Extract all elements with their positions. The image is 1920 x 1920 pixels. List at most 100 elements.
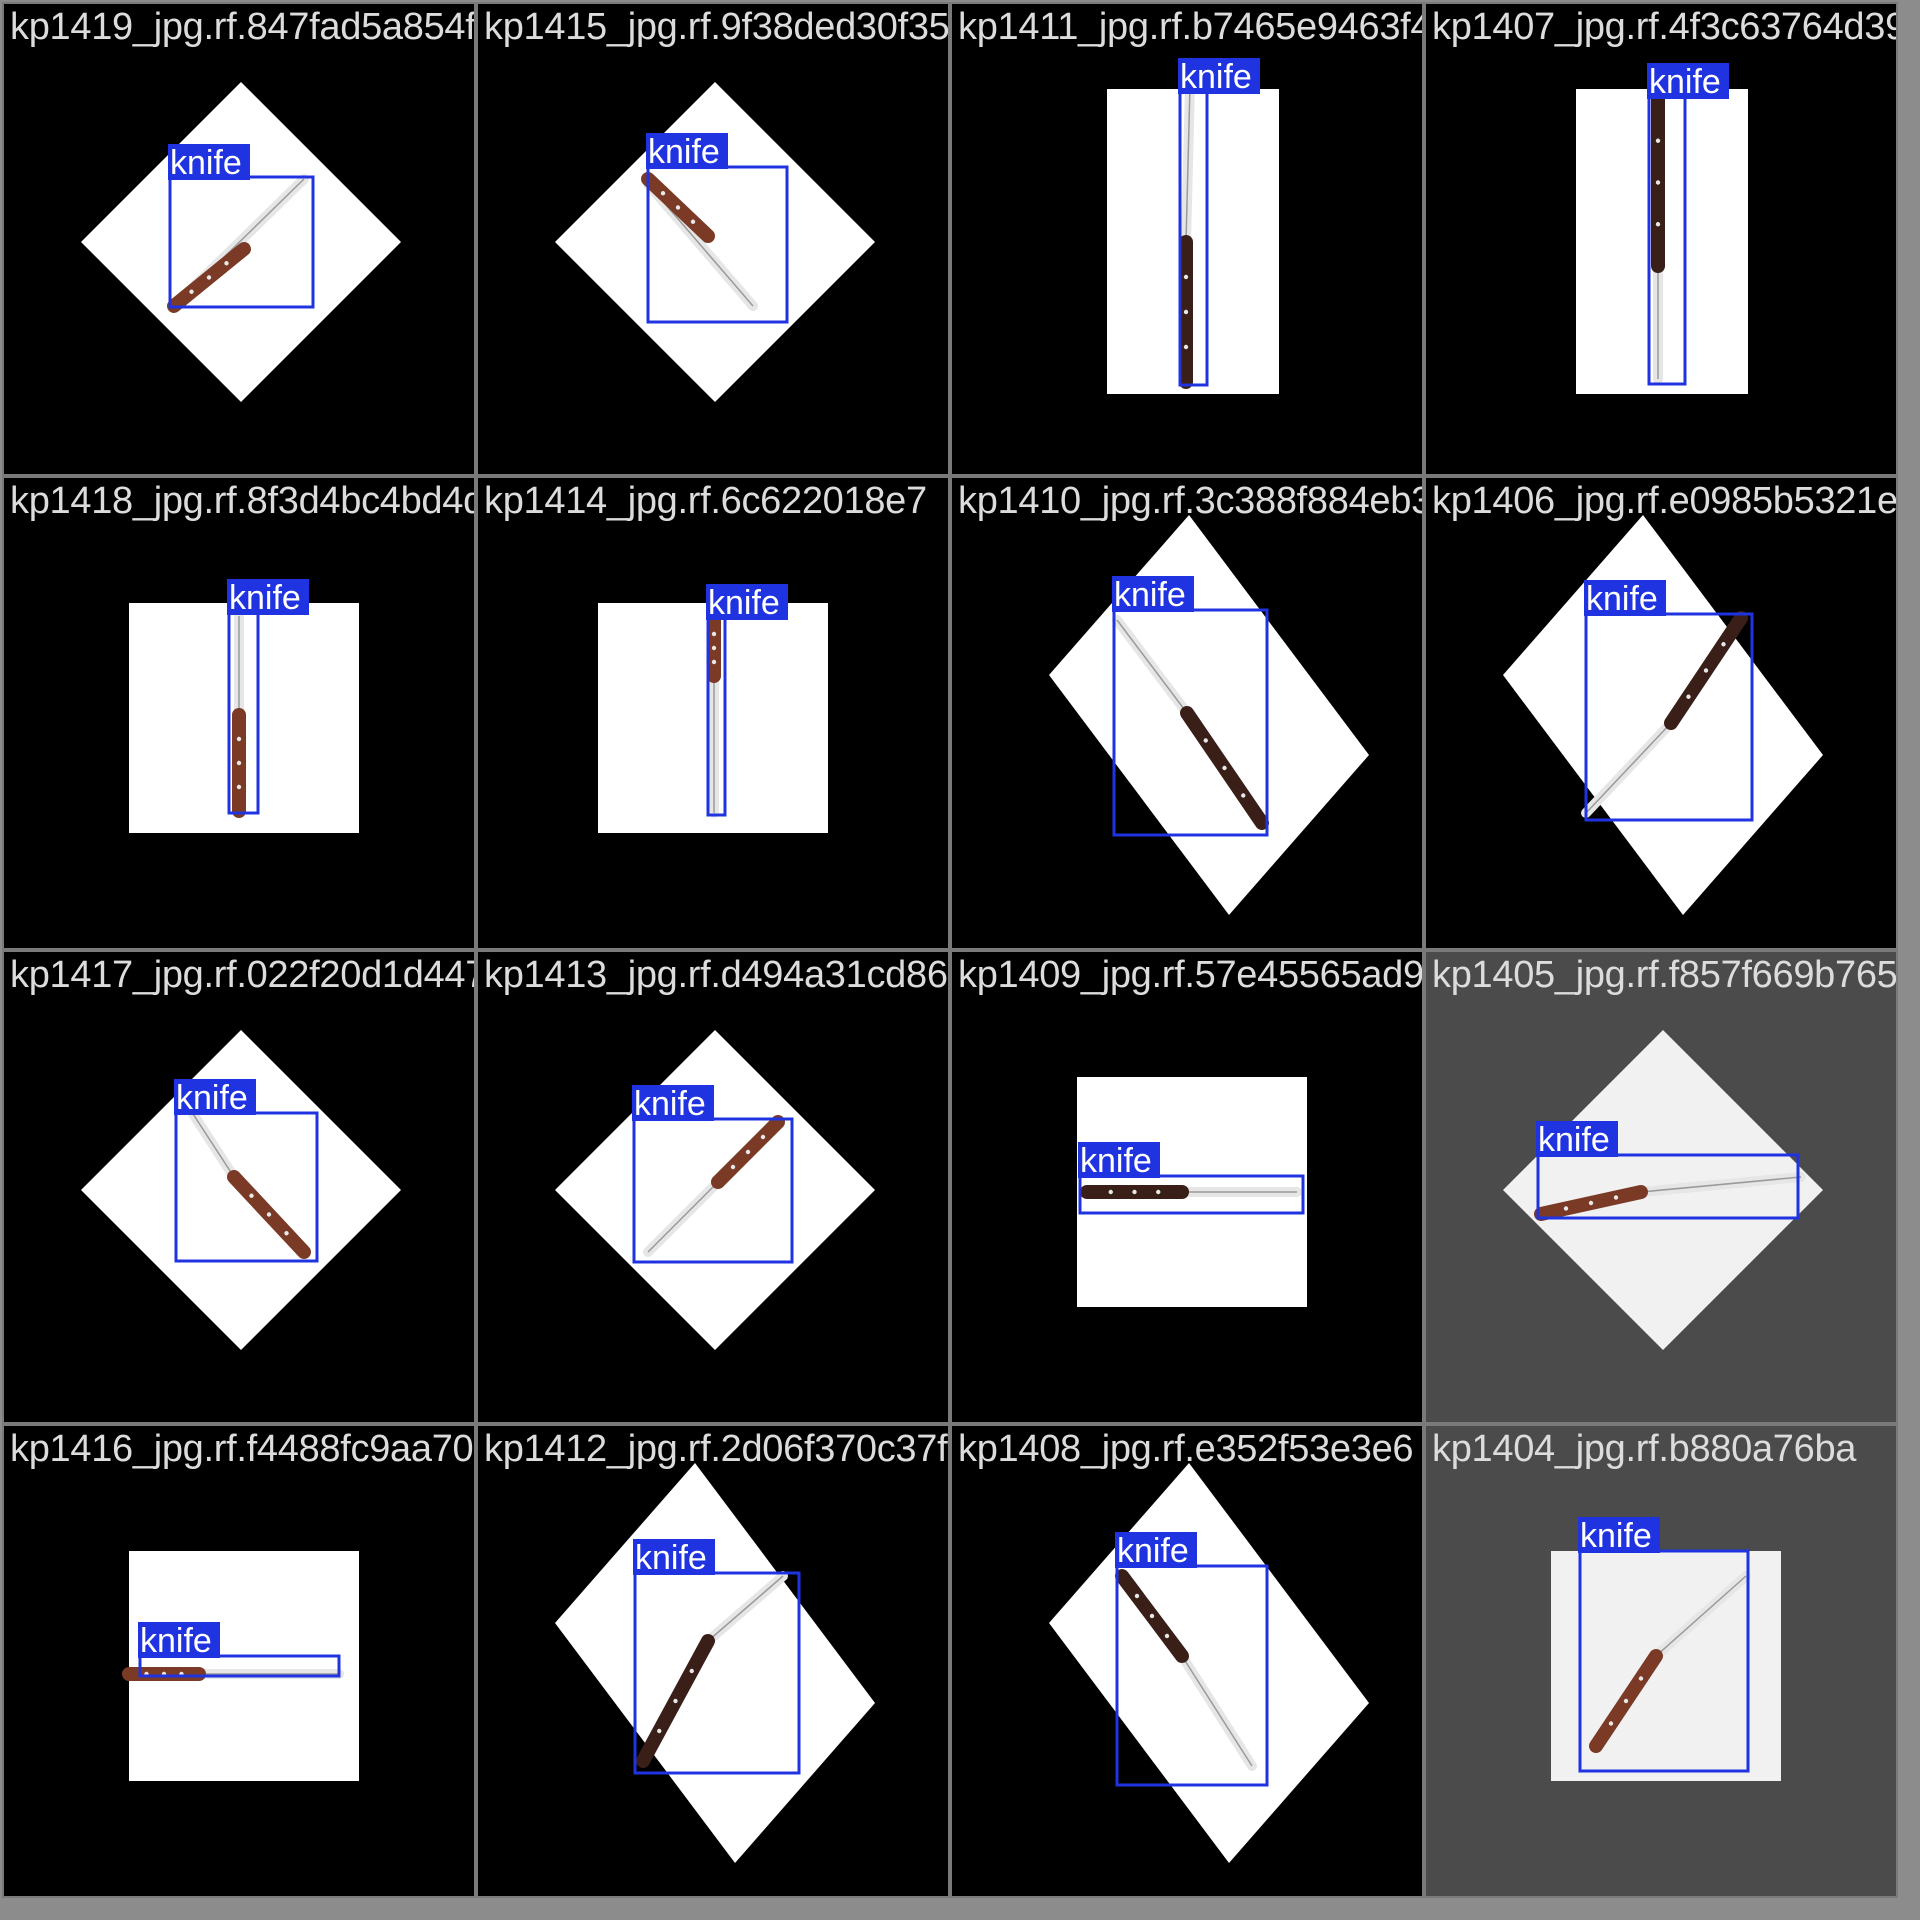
image-tile: knife kp1404_jpg.rf.b880a76ba [1424,1424,1898,1898]
knife-rivet [1164,1633,1170,1639]
filename-caption: kp1416_jpg.rf.f4488fc9aa70 [10,1428,474,1470]
tile-image: knife [1049,515,1369,915]
knife-blade-edge [1655,1575,1747,1657]
tile-image: knife [598,584,828,833]
knife-rivet [249,1193,254,1198]
bbox-label: knife [1117,1532,1189,1570]
paper-background [1049,515,1369,915]
knife-blade-edge [1181,1655,1253,1767]
tile-image: knife [1426,1426,1896,1896]
bbox-label-background [706,584,788,620]
knife-rivet [730,1164,736,1170]
bbox-label-background [1115,1532,1197,1568]
paper-background [1049,1463,1369,1863]
filename-caption: kp1406_jpg.rf.e0985b5321ea [1432,480,1898,522]
knife-rivet [1108,1189,1113,1195]
knife-rivet [1613,1195,1619,1200]
knife-rivet [1588,1200,1594,1206]
tile-image: knife [555,82,875,402]
filename-caption: kp1411_jpg.rf.b7465e9463f49601407cbecdd4… [958,6,1422,48]
knife-rivet [1655,180,1661,185]
knife-rivet [660,191,666,196]
tile-image: knife [81,1030,401,1350]
knife-rivet [1721,642,1726,647]
image-tile: knife kp1414_jpg.rf.6c622018e7 [476,476,950,950]
image-tile: knife kp1417_jpg.rf.022f20d1d447 [2,950,476,1424]
knife-blade-edge [1640,1176,1802,1193]
knife-rivet [266,1212,272,1217]
knife-blade-edge [1185,85,1191,243]
filename-caption: kp1409_jpg.rf.57e45565ad93 [958,954,1424,996]
bbox-label: knife [648,133,720,171]
knife-rivet [1655,138,1661,143]
bbox-label-background [1647,63,1729,99]
tile-image: knife [555,1463,875,1863]
knife-rivet [760,1134,766,1140]
knife-rivet [1703,668,1709,673]
tile-image: knife [1503,515,1823,915]
knife-rivet [236,760,242,766]
bbox-label-background [1178,58,1260,94]
bbox-label: knife [635,1539,707,1577]
bbox-label-background [174,1079,256,1115]
knife-rivet [1638,1676,1644,1681]
bbox-label-background [632,1085,714,1121]
knife-rivet [1183,344,1189,350]
bounding-box [138,1654,341,1678]
bbox-label: knife [1649,63,1721,101]
tile-image: knife [129,579,359,833]
bbox-label-background [646,133,728,169]
tile-image: knife [1576,63,1748,394]
bbox-label-background [168,144,250,180]
knife-rivet [1686,694,1691,699]
bounding-box [1584,612,1754,822]
knife-rivet [1563,1206,1569,1211]
bbox-label-background [1078,1142,1160,1178]
filename-caption: kp1413_jpg.rf.d494a31cd86e [484,954,950,996]
knife-rivet [690,219,696,224]
knife-rivet [1149,1613,1155,1619]
knife-rivet [673,1698,678,1704]
bbox-label: knife [176,1079,248,1117]
image-tile: knife kp1410_jpg.rf.3c388f884eb3 [950,476,1424,950]
image-tile: knife kp1415_jpg.rf.9f38ded30f3560a261467… [476,2,950,476]
image-tile: knife kp1408_jpg.rf.e352f53e3e6 [950,1424,1424,1898]
bbox-label: knife [170,144,242,182]
knife-rivet [689,1668,694,1674]
knife-blade-edge [647,1181,719,1253]
paper-background [1503,515,1823,915]
tile-image: knife [555,1030,875,1350]
knife-rivet [206,275,212,280]
knife-rivet [1655,222,1661,227]
knife-rivet [1623,1698,1629,1704]
tile-image: knife [1426,952,1896,1422]
paper-background [555,82,875,402]
knife-rivet [189,289,194,294]
bbox-label: knife [1580,1517,1652,1555]
image-tile: knife kp1407_jpg.rf.4f3c63764d39 [1424,2,1898,476]
bbox-label: knife [1586,580,1658,618]
bounding-box [1078,1174,1305,1215]
filename-caption: kp1408_jpg.rf.e352f53e3e6 [958,1428,1414,1470]
image-tile: knife kp1412_jpg.rf.2d06f370c37f [476,1424,950,1898]
knife-rivet [1183,274,1189,280]
tile-image: knife [122,1551,359,1781]
knife-rivet [1222,765,1227,771]
filename-caption: kp1414_jpg.rf.6c622018e7 [484,480,927,522]
knife-rivet [745,1149,751,1155]
image-tile: knife kp1405_jpg.rf.f857f669b765 [1424,950,1898,1424]
image-tile: knife kp1409_jpg.rf.57e45565ad93 [950,950,1424,1424]
bbox-label-background [138,1622,220,1658]
image-tile: knife kp1411_jpg.rf.b7465e9463f49601407cb… [950,2,1424,476]
knife-rivet [1183,309,1189,315]
filename-caption: kp1419_jpg.rf.847fad5a854f5a21151c75938 [10,6,476,48]
bbox-label-background [1112,576,1194,612]
image-tile: knife kp1413_jpg.rf.d494a31cd86e [476,950,950,1424]
tile-image: knife [1077,1077,1307,1307]
paper-background [1551,1551,1781,1781]
image-tile: knife kp1419_jpg.rf.847fad5a854f5a21151c7… [2,2,476,476]
filename-caption: kp1407_jpg.rf.4f3c63764d39 [1432,6,1898,48]
filename-caption: kp1415_jpg.rf.9f38ded30f3560a2614671fb [484,6,950,48]
filename-caption: kp1417_jpg.rf.022f20d1d447 [10,954,476,996]
knife-rivet [1156,1189,1161,1195]
